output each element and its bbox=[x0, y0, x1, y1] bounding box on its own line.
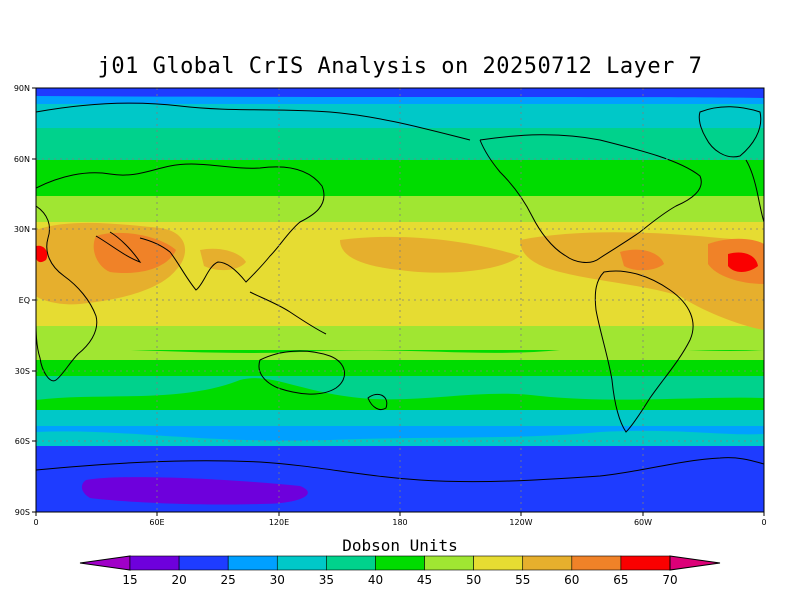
coast-australia bbox=[258, 350, 345, 395]
colorbar-tick-label: 40 bbox=[368, 573, 383, 587]
colorbar-swatch bbox=[375, 555, 425, 571]
lon-labels: 0 60E 120E 180 120W 60W 0 bbox=[33, 518, 766, 527]
ozone-peak-west-africa bbox=[36, 245, 48, 263]
coast-eurasia bbox=[36, 163, 325, 291]
colorbar-tick-label: 65 bbox=[613, 573, 628, 587]
colorbar-tick-label: 55 bbox=[515, 573, 530, 587]
coast-greenland bbox=[698, 106, 762, 158]
band-north-40 bbox=[36, 128, 764, 164]
colorbar-tick-label: 15 bbox=[122, 573, 137, 587]
colorbar-swatch bbox=[276, 555, 327, 571]
colorbar-swatch bbox=[326, 555, 376, 571]
colorbar-swatch bbox=[227, 555, 278, 571]
lat-label: 30S bbox=[15, 367, 30, 376]
coast-north-america bbox=[479, 134, 702, 263]
colorbar-tick-label: 45 bbox=[417, 573, 432, 587]
lon-label: 0 bbox=[33, 518, 38, 527]
colorbar-tick-label: 70 bbox=[662, 573, 677, 587]
colorbar-swatch bbox=[473, 555, 524, 571]
ozone-max-pacific bbox=[340, 236, 520, 273]
lon-label: 180 bbox=[392, 518, 407, 527]
coast-africa bbox=[36, 205, 98, 382]
colorbar-swatch bbox=[522, 555, 573, 571]
lat-label: 90N bbox=[14, 84, 30, 93]
ozone-peak-sahara bbox=[728, 252, 758, 272]
colorbar-tick-label: 60 bbox=[564, 573, 579, 587]
colorbar-swatch bbox=[424, 555, 474, 571]
coast-europe-west bbox=[745, 159, 764, 223]
lon-label: 120W bbox=[509, 518, 532, 527]
contour-south-50 bbox=[36, 348, 764, 360]
colorbar-tick-label: 35 bbox=[319, 573, 334, 587]
coast-arctic-russia bbox=[36, 102, 471, 141]
ozone-max-atlantic bbox=[520, 232, 764, 330]
lat-label: 60N bbox=[14, 155, 30, 164]
colorbar-low-arrow bbox=[79, 555, 131, 571]
colorbar-title: Dobson Units bbox=[342, 536, 458, 555]
ozone-peak-caribbean bbox=[620, 249, 664, 271]
coast-red-sea bbox=[95, 231, 142, 264]
coast-new-zealand bbox=[367, 393, 388, 411]
colorbar-swatch bbox=[178, 555, 229, 571]
coast-south-america bbox=[594, 270, 694, 433]
coast-indonesia bbox=[249, 291, 327, 335]
colorbar-high-arrow bbox=[669, 555, 721, 571]
ozone-max-india bbox=[200, 248, 246, 271]
lon-label: 0 bbox=[761, 518, 766, 527]
lat-label: 90S bbox=[15, 508, 30, 517]
coastlines bbox=[36, 102, 764, 483]
coast-antarctica bbox=[36, 457, 764, 483]
gridlines bbox=[36, 88, 764, 512]
lat-label: 60S bbox=[15, 437, 30, 446]
colorbar-swatch bbox=[571, 555, 622, 571]
colorbar-tick-label: 30 bbox=[270, 573, 285, 587]
lon-label: 60E bbox=[149, 518, 164, 527]
contour-north-45 bbox=[36, 168, 764, 196]
ozone-min-antarctica bbox=[81, 477, 308, 505]
lat-label: EQ bbox=[19, 296, 30, 305]
lon-label: 120E bbox=[269, 518, 289, 527]
axis-ticks bbox=[32, 87, 765, 516]
colorbar-tick-label: 25 bbox=[221, 573, 236, 587]
colorbar-tick-label: 50 bbox=[466, 573, 481, 587]
colorbar: 15 20 25 30 35 40 45 50 55 60 65 70 bbox=[79, 555, 721, 587]
lon-label: 60W bbox=[634, 518, 652, 527]
colorbar-tick-label: 20 bbox=[171, 573, 186, 587]
contour-north-50 bbox=[36, 198, 764, 222]
lat-labels: 90N 60N 30N EQ 30S 60S 90S bbox=[14, 84, 30, 517]
colorbar-swatch bbox=[620, 555, 671, 571]
contour-south-45 bbox=[36, 378, 764, 410]
contour-south-30 bbox=[36, 446, 764, 456]
contour-south-35 bbox=[36, 430, 764, 446]
map-title: j01 Global CrIS Analysis on 20250712 Lay… bbox=[97, 54, 703, 79]
ozone-min-arctic bbox=[36, 88, 764, 98]
lat-label: 30N bbox=[14, 225, 30, 234]
colorbar-swatch bbox=[129, 555, 180, 571]
